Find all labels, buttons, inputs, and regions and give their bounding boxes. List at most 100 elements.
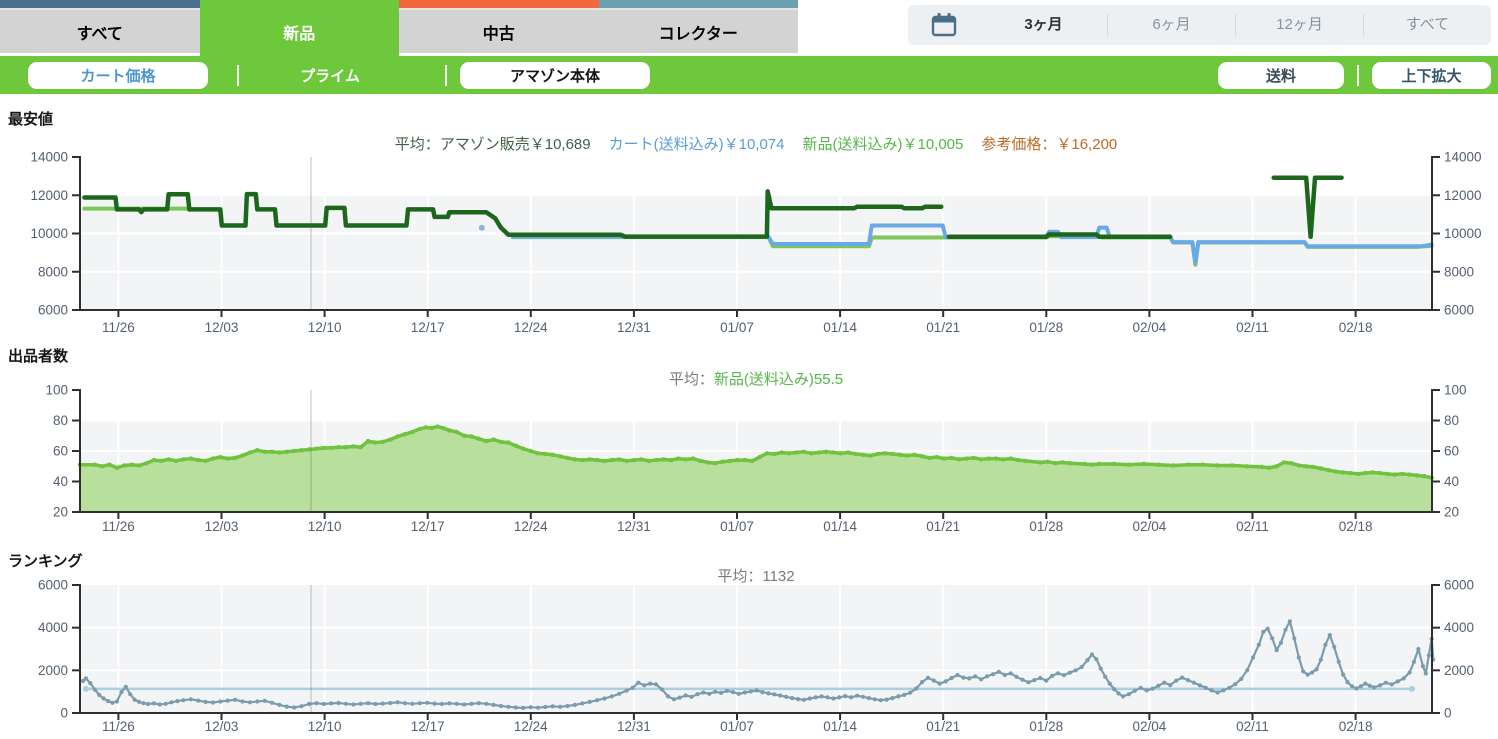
- svg-text:12/24: 12/24: [514, 320, 548, 335]
- chart-toolbar: カート価格 プライム アマゾン本体 送料 上下拡大: [0, 56, 1498, 94]
- range-3months[interactable]: 3ヶ月: [1024, 16, 1063, 33]
- toolbar-divider: [237, 65, 239, 86]
- tab-color-strip: [399, 0, 599, 8]
- svg-text:02/18: 02/18: [1339, 719, 1373, 734]
- svg-text:2000: 2000: [38, 663, 68, 678]
- svg-text:10000: 10000: [1444, 226, 1482, 241]
- svg-text:01/21: 01/21: [926, 719, 960, 734]
- cart-price-button[interactable]: カート価格: [28, 62, 208, 89]
- svg-text:01/07: 01/07: [720, 519, 754, 534]
- svg-text:02/11: 02/11: [1236, 719, 1269, 734]
- svg-text:6000: 6000: [1444, 578, 1474, 593]
- svg-text:11/26: 11/26: [102, 519, 135, 534]
- svg-text:01/07: 01/07: [720, 719, 754, 734]
- tab-color-strip: [598, 0, 798, 8]
- svg-text:01/21: 01/21: [926, 320, 960, 335]
- tab-used-label: 中古: [482, 25, 515, 43]
- svg-text:6000: 6000: [38, 303, 68, 318]
- svg-text:02/18: 02/18: [1339, 320, 1373, 335]
- shipping-button[interactable]: 送料: [1218, 62, 1344, 89]
- svg-text:4000: 4000: [38, 620, 68, 635]
- svg-text:12/03: 12/03: [205, 519, 239, 534]
- tab-color-strip: [0, 0, 200, 8]
- toolbar-divider: [1357, 65, 1359, 86]
- avg-prefix: 平均：: [668, 371, 714, 388]
- sellers-chart-average: 平均：新品(送料込み)55.5: [80, 368, 1432, 389]
- avg-sellers: 新品(送料込み)55.5: [713, 371, 844, 388]
- tab-collector-label: コレクター: [658, 25, 738, 43]
- svg-text:12/24: 12/24: [514, 519, 548, 534]
- svg-text:4000: 4000: [1444, 620, 1474, 635]
- price-chart-label: 最安値: [8, 111, 54, 128]
- svg-text:10000: 10000: [30, 226, 68, 241]
- tab-used[interactable]: 中古: [399, 0, 599, 53]
- svg-text:2000: 2000: [1444, 663, 1474, 678]
- svg-text:01/07: 01/07: [720, 320, 754, 335]
- svg-text:12/03: 12/03: [205, 719, 239, 734]
- sellers-chart-label: 出品者数: [8, 348, 69, 365]
- seller-count-chart[interactable]: 100 100 80 80 60 60 40 40 20 20 11/26 12/03 12/10 12/…: [0, 383, 1498, 535]
- avg-amazon: 平均：アマゾン販売￥10,689: [394, 136, 591, 153]
- range-6months[interactable]: 6ヶ月: [1107, 14, 1235, 36]
- tab-collector[interactable]: コレクター: [598, 0, 798, 53]
- tab-color-strip: [200, 0, 400, 8]
- svg-text:12/31: 12/31: [617, 719, 651, 734]
- svg-text:100: 100: [45, 383, 68, 398]
- svg-text:12/03: 12/03: [205, 320, 239, 335]
- svg-text:40: 40: [53, 474, 68, 489]
- svg-text:12000: 12000: [1444, 188, 1482, 203]
- tab-all-label: すべて: [76, 25, 123, 43]
- svg-text:01/14: 01/14: [823, 320, 857, 335]
- svg-text:14000: 14000: [1444, 150, 1482, 165]
- svg-text:40: 40: [1444, 474, 1459, 489]
- svg-text:02/04: 02/04: [1133, 320, 1167, 335]
- svg-text:02/04: 02/04: [1133, 519, 1167, 534]
- prime-toggle[interactable]: プライム: [300, 68, 360, 85]
- svg-text:02/11: 02/11: [1236, 519, 1269, 534]
- svg-text:0: 0: [1444, 706, 1452, 721]
- avg-new: 新品(送料込み)￥10,005: [802, 136, 964, 153]
- lowest-price-chart[interactable]: 14000 14000 12000 12000 10000 10000 8000 8000 60…: [0, 150, 1498, 342]
- svg-text:60: 60: [53, 444, 68, 459]
- svg-text:01/28: 01/28: [1029, 519, 1063, 534]
- svg-text:12/10: 12/10: [308, 719, 342, 734]
- svg-text:12/10: 12/10: [308, 519, 342, 534]
- svg-text:80: 80: [1444, 413, 1459, 428]
- avg-reference-price: 参考価格：￥16,200: [981, 136, 1118, 153]
- calendar-icon: [908, 12, 980, 38]
- svg-text:0: 0: [60, 706, 68, 721]
- avg-cart: カート(送料込み)￥10,074: [608, 136, 785, 153]
- svg-text:01/21: 01/21: [926, 519, 960, 534]
- tab-new[interactable]: 新品: [199, 0, 400, 56]
- svg-text:20: 20: [53, 505, 68, 520]
- svg-text:01/28: 01/28: [1029, 719, 1063, 734]
- condition-tabs: すべて 新品 中古 コレクター: [0, 0, 798, 56]
- amazon-body-button[interactable]: アマゾン本体: [460, 62, 650, 89]
- avg-ranking: 平均：1132: [717, 568, 795, 585]
- svg-text:100: 100: [1444, 383, 1467, 398]
- svg-text:8000: 8000: [38, 264, 68, 279]
- ranking-chart-average: 平均：1132: [80, 565, 1432, 586]
- range-12months[interactable]: 12ヶ月: [1235, 14, 1363, 36]
- svg-text:01/14: 01/14: [823, 519, 857, 534]
- svg-text:12/17: 12/17: [411, 320, 445, 335]
- svg-text:14000: 14000: [30, 150, 68, 165]
- svg-text:12/10: 12/10: [308, 320, 342, 335]
- tab-all[interactable]: すべて: [0, 0, 200, 53]
- range-all[interactable]: すべて: [1363, 14, 1491, 36]
- svg-text:12000: 12000: [30, 188, 68, 203]
- svg-text:6000: 6000: [1444, 303, 1474, 318]
- svg-text:8000: 8000: [1444, 264, 1474, 279]
- ranking-chart-label: ランキング: [8, 553, 83, 570]
- tab-new-label: 新品: [283, 25, 316, 43]
- sales-rank-chart[interactable]: 6000 6000 4000 4000 2000 2000 0 0 11/26 12/03 12/1…: [0, 578, 1498, 739]
- svg-text:11/26: 11/26: [102, 719, 135, 734]
- svg-text:12/17: 12/17: [411, 519, 445, 534]
- price-chart-averages: 平均：アマゾン販売￥10,689 カート(送料込み)￥10,074 新品(送料込み)…: [80, 133, 1432, 154]
- svg-text:01/14: 01/14: [823, 719, 857, 734]
- svg-text:12/24: 12/24: [514, 719, 548, 734]
- svg-text:12/31: 12/31: [617, 320, 651, 335]
- expand-button[interactable]: 上下拡大: [1372, 62, 1491, 89]
- svg-text:12/31: 12/31: [617, 519, 651, 534]
